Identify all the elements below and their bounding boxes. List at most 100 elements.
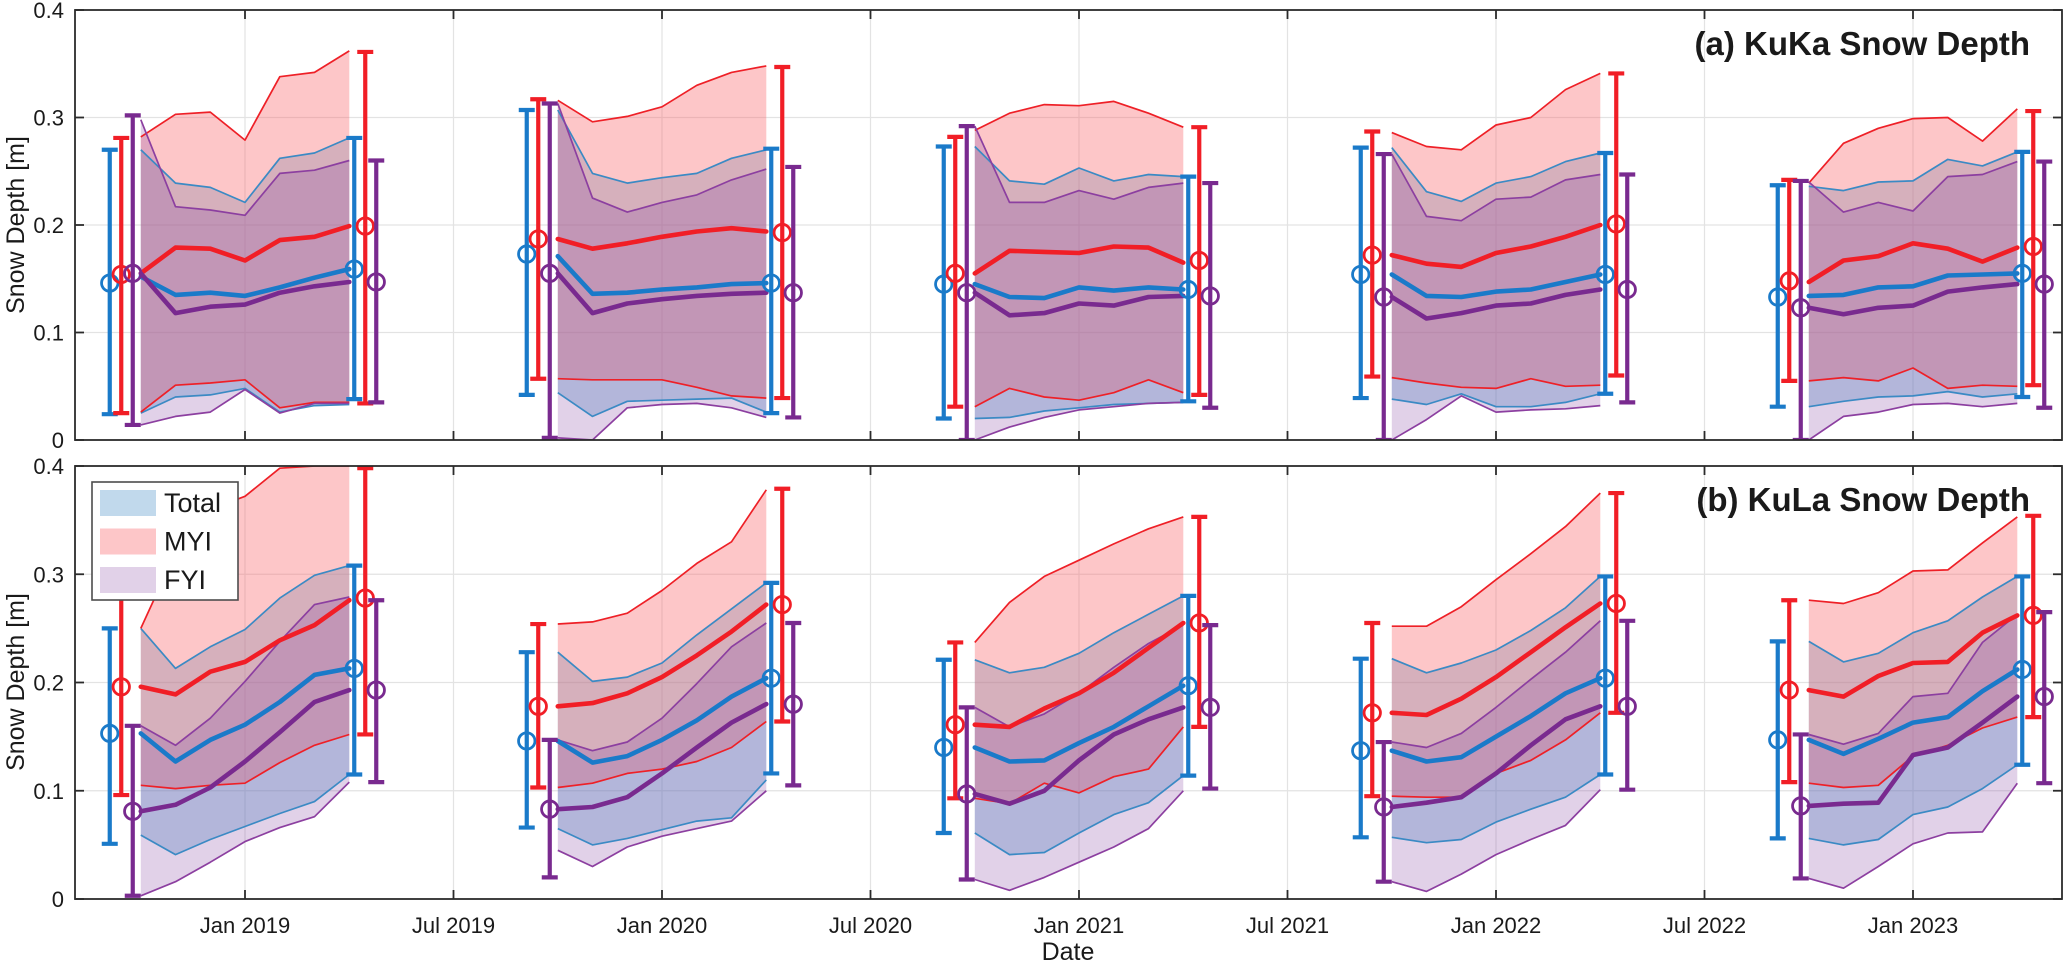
fyi-band-lower-outline (1808, 402, 2018, 440)
myi-range-band (974, 516, 1184, 804)
panel-grid (75, 466, 2062, 899)
errorbar-mean-marker (2012, 659, 2032, 680)
fyi-mean-line (1806, 694, 2020, 809)
errorbar-mean-marker (528, 229, 548, 249)
errorbar-mean-marker (1374, 797, 1394, 817)
errorbar-mean-marker (783, 283, 803, 303)
x-tick-label: Jul 2021 (1246, 913, 1329, 938)
fyi-band-lower-outline (1391, 789, 1601, 893)
fyi-errorbar-start (957, 705, 977, 882)
myi-band-upper-outline (1808, 108, 2018, 184)
season-2022-23 (1768, 108, 2054, 440)
total-band-upper-outline (974, 145, 1184, 186)
errorbar-mean-marker (1791, 796, 1811, 816)
errorbar-mean-marker (945, 263, 965, 283)
myi-errorbar-end (1606, 490, 1626, 715)
fyi-band-upper-outline (1808, 160, 2018, 213)
fyi-errorbar-start (540, 101, 560, 440)
x-tick-label: Jan 2023 (1868, 913, 1959, 938)
errorbar-mean-marker (344, 259, 364, 279)
total-errorbar-end (761, 580, 781, 776)
fyi-mean-line (1806, 281, 2020, 317)
errorbar-mean-marker (1178, 279, 1198, 300)
fyi-errorbar-start (1791, 732, 1811, 881)
total-errorbar-start (517, 650, 537, 830)
panel-grid (75, 10, 2062, 440)
errorbar-mean-marker (1374, 287, 1394, 307)
fyi-errorbar-start (1374, 739, 1394, 884)
fyi-band-lower-outline (974, 401, 1184, 440)
errorbar-mean-marker (1189, 250, 1209, 271)
myi-errorbar-end (1189, 514, 1209, 729)
myi-range-band (1808, 516, 2018, 788)
errorbar-mean-marker (355, 588, 375, 608)
total-errorbar-start (1768, 183, 1788, 409)
fyi-range-band (140, 597, 350, 896)
myi-range-band (557, 65, 767, 399)
errorbar-mean-marker (2012, 263, 2032, 283)
myi-band-lower-outline (140, 378, 350, 413)
fyi-mean-line (1389, 287, 1603, 321)
season-2020-21 (934, 514, 1220, 892)
total-mean-line (138, 666, 352, 764)
x-tick-label: Jul 2020 (829, 913, 912, 938)
errorbar-mean-marker (1606, 214, 1626, 234)
x-tick-label: Jan 2019 (200, 913, 291, 938)
x-tick-label: Jul 2019 (412, 913, 495, 938)
fyi-mean-line (555, 701, 769, 812)
errorbar-mean-marker (1189, 613, 1209, 633)
myi-band-lower-outline (974, 378, 1184, 408)
panel-a-title: (a) KuKa Snow Depth (1695, 25, 2031, 62)
errorbar-mean-marker (1178, 676, 1198, 696)
total-errorbar-end (1595, 574, 1615, 777)
fyi-band-upper-outline (974, 125, 1184, 204)
fyi-errorbar-end (1200, 623, 1220, 791)
total-errorbar-start (517, 107, 537, 397)
total-errorbar-start (1351, 145, 1371, 401)
errorbar-mean-marker (761, 668, 781, 688)
myi-errorbar-end (1189, 125, 1209, 397)
fyi-errorbar-end (783, 164, 803, 420)
y-axis-label-b: Snow Depth [m] (2, 593, 30, 771)
total-errorbar-end (1595, 150, 1615, 396)
errorbar-mean-marker (1351, 264, 1371, 285)
total-range-band (974, 146, 1184, 419)
season-2020-21 (934, 100, 1220, 440)
errorbar-mean-marker (1362, 703, 1382, 723)
fyi-band-upper-outline (557, 103, 767, 213)
myi-range-band (557, 489, 767, 788)
total-band-upper-outline (1808, 151, 2018, 192)
errorbar-mean-marker (1768, 730, 1788, 750)
x-axis-label: Date (1042, 938, 1095, 966)
fyi-band-lower-outline (557, 402, 767, 440)
total-range-band (1391, 147, 1601, 407)
fyi-mean-line (138, 271, 352, 316)
total-mean-line (1806, 271, 2020, 299)
errorbar-mean-marker (772, 222, 792, 243)
myi-mean-line (972, 244, 1186, 276)
myi-errorbar-end (355, 466, 375, 737)
myi-band-upper-outline (974, 516, 1184, 643)
errorbar-mean-marker (1606, 593, 1626, 614)
fyi-band-lower-outline (557, 790, 767, 868)
total-errorbar-end (344, 563, 364, 777)
errorbar-mean-marker (1362, 245, 1382, 265)
total-band-lower-outline (1808, 764, 2018, 846)
errorbar-mean-marker (761, 273, 781, 293)
myi-errorbar-start (528, 97, 548, 381)
total-band-lower-outline (1391, 392, 1601, 408)
fyi-mean-line (138, 687, 352, 814)
myi-errorbar-end (2023, 513, 2043, 720)
total-errorbar-end (1178, 174, 1198, 404)
fyi-range-band (974, 126, 1184, 440)
fyi-errorbar-end (2034, 159, 2054, 410)
fyi-band-upper-outline (140, 596, 350, 747)
y-tick-label: 0 (52, 887, 64, 912)
total-errorbar-end (1178, 593, 1198, 778)
fyi-legend-label: FYI (164, 565, 206, 595)
fyi-mean-line (1389, 703, 1603, 810)
total-errorbar-start (1768, 639, 1788, 841)
y-tick-label: 0.4 (33, 454, 64, 479)
